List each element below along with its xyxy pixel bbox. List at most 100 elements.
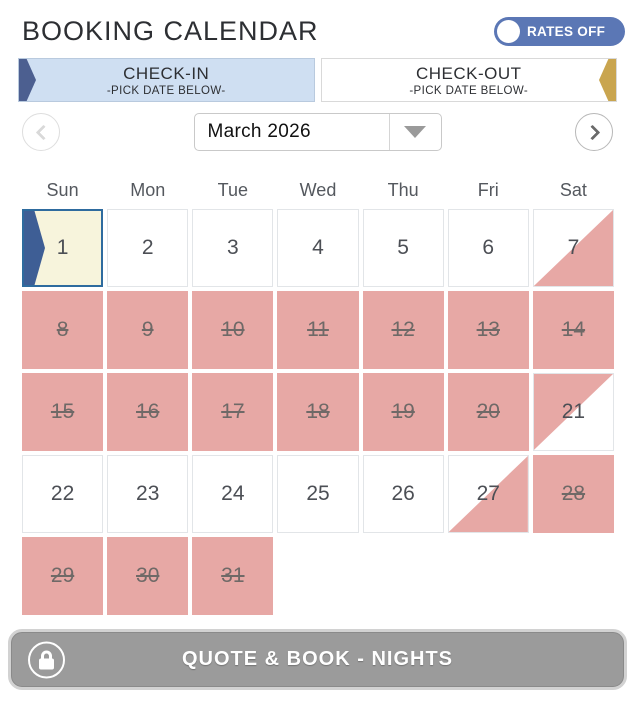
triangle-down-icon <box>404 126 426 138</box>
day-number: 27 <box>476 482 500 505</box>
day-number: 13 <box>476 318 500 341</box>
quote-book-button[interactable]: QUOTE & BOOK - NIGHTS <box>8 629 627 690</box>
tab-check-in-sublabel: -PICK DATE BELOW- <box>106 84 226 97</box>
tab-check-out-sublabel: -PICK DATE BELOW- <box>409 84 529 97</box>
day-cell-6[interactable]: 6 <box>447 209 529 287</box>
day-cell-28: 28 <box>532 455 614 533</box>
dow-fri: Fri <box>477 180 499 200</box>
month-navigation: March 2026 <box>22 112 613 152</box>
dow-thu: Thu <box>387 180 419 200</box>
day-number: 5 <box>397 236 409 259</box>
day-number: 11 <box>307 318 329 341</box>
day-cell-20: 20 <box>447 373 529 451</box>
day-number: 22 <box>50 482 75 505</box>
day-number: 24 <box>221 482 245 505</box>
lock-icon <box>28 641 65 678</box>
day-number: 26 <box>391 482 415 505</box>
day-cell-12: 12 <box>362 291 444 369</box>
day-cell-24[interactable]: 24 <box>192 455 274 533</box>
checkin-arrow-icon <box>19 59 36 101</box>
day-cell-13: 13 <box>447 291 529 369</box>
day-cell-26[interactable]: 26 <box>362 455 444 533</box>
dow-mon: Mon <box>130 180 166 200</box>
day-cell-9: 9 <box>107 291 189 369</box>
day-cell-7[interactable]: 7 <box>532 209 614 287</box>
day-cell-21[interactable]: 21 <box>532 373 614 451</box>
next-month-button[interactable] <box>575 113 613 151</box>
day-number: 29 <box>50 564 75 587</box>
day-cell-8: 8 <box>22 291 104 369</box>
day-number: 30 <box>136 564 160 587</box>
day-cell-22[interactable]: 22 <box>22 455 104 533</box>
checkin-checkout-tabs: CHECK-IN -PICK DATE BELOW- CHECK-OUT -PI… <box>18 58 617 102</box>
day-cell-empty <box>448 537 529 615</box>
day-cell-27[interactable]: 27 <box>447 455 529 533</box>
day-cell-empty <box>363 537 444 615</box>
chevron-right-icon <box>584 124 600 140</box>
day-number: 31 <box>221 564 245 587</box>
dow-sun: Sun <box>46 180 79 200</box>
checkin-flag-icon <box>24 211 45 285</box>
tab-check-in-label: CHECK-IN <box>123 63 210 83</box>
day-cell-31: 31 <box>192 537 274 615</box>
day-cell-14: 14 <box>532 291 614 369</box>
day-cell-empty <box>533 537 614 615</box>
page-title: BOOKING CALENDAR <box>22 15 319 46</box>
month-select-caret-box <box>388 114 441 150</box>
day-cell-29: 29 <box>22 537 104 615</box>
day-number: 23 <box>136 482 160 505</box>
day-cell-30: 30 <box>107 537 189 615</box>
day-cell-23[interactable]: 23 <box>107 455 189 533</box>
day-number: 18 <box>306 400 330 423</box>
day-number: 16 <box>136 400 160 423</box>
month-select[interactable]: March 2026 <box>193 113 442 151</box>
day-cell-19: 19 <box>362 373 444 451</box>
day-of-week-header: Sun Mon Tue Wed Thu Fri Sat <box>22 180 614 201</box>
tab-check-in[interactable]: CHECK-IN -PICK DATE BELOW- <box>18 58 315 102</box>
month-select-value: March 2026 <box>207 121 311 142</box>
day-number: 20 <box>476 400 500 423</box>
day-number: 28 <box>561 482 586 505</box>
day-cell-18: 18 <box>277 373 359 451</box>
day-number: 4 <box>312 236 324 259</box>
day-number: 17 <box>221 400 245 423</box>
rates-toggle[interactable]: RATES OFF <box>494 16 625 46</box>
tab-check-out-label: CHECK-OUT <box>415 63 522 83</box>
day-number: 21 <box>561 400 586 423</box>
day-cell-10: 10 <box>192 291 274 369</box>
day-number: 3 <box>227 236 239 259</box>
day-number: 7 <box>567 236 580 259</box>
day-cell-3[interactable]: 3 <box>192 209 274 287</box>
chevron-left-icon <box>35 124 51 140</box>
checkout-arrow-icon <box>599 59 616 101</box>
day-cell-5[interactable]: 5 <box>362 209 444 287</box>
dow-sat: Sat <box>559 180 587 200</box>
day-number: 8 <box>56 318 69 341</box>
day-number: 9 <box>141 318 154 341</box>
day-number: 25 <box>306 482 330 505</box>
rates-toggle-label: RATES OFF <box>527 23 606 39</box>
day-cell-2[interactable]: 2 <box>107 209 189 287</box>
day-number: 6 <box>482 236 495 259</box>
day-number: 1 <box>56 236 69 259</box>
day-cell-17: 17 <box>192 373 274 451</box>
day-cell-empty <box>277 537 358 615</box>
day-cell-25[interactable]: 25 <box>277 455 359 533</box>
day-cell-11: 11 <box>277 291 359 369</box>
prev-month-button[interactable] <box>22 113 60 151</box>
tab-check-out[interactable]: CHECK-OUT -PICK DATE BELOW- <box>320 58 617 102</box>
day-cell-15: 15 <box>22 373 104 451</box>
quote-book-button-label: QUOTE & BOOK - NIGHTS <box>182 648 453 670</box>
calendar-grid: 1 2 3 4 5 6 7 8 9 10 11 12 13 14 15 16 17 18 19 20 21 22 23 24 2… <box>22 209 614 615</box>
dow-tue: Tue <box>217 180 249 200</box>
day-cell-4[interactable]: 4 <box>277 209 359 287</box>
toggle-knob-icon <box>497 19 520 43</box>
header: BOOKING CALENDAR RATES OFF <box>22 12 625 50</box>
dow-wed: Wed <box>299 180 337 200</box>
footer: QUOTE & BOOK - NIGHTS <box>8 629 627 690</box>
day-number: 14 <box>561 318 586 341</box>
day-number: 19 <box>391 400 415 423</box>
day-cell-16: 16 <box>107 373 189 451</box>
day-number: 12 <box>391 318 415 341</box>
day-cell-1[interactable]: 1 <box>22 209 104 287</box>
